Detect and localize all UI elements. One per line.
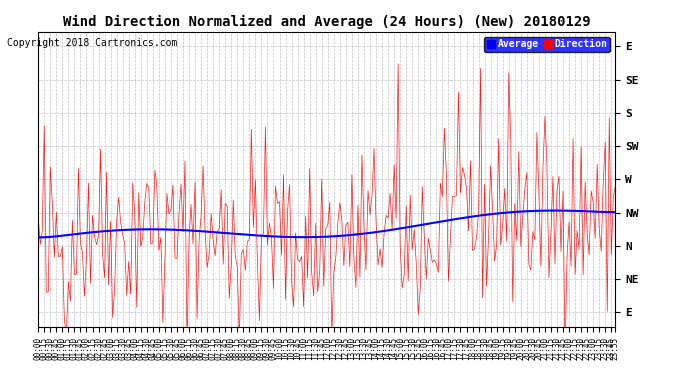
Legend: Average, Direction: Average, Direction bbox=[484, 37, 611, 52]
Title: Wind Direction Normalized and Average (24 Hours) (New) 20180129: Wind Direction Normalized and Average (2… bbox=[63, 15, 591, 29]
Text: Copyright 2018 Cartronics.com: Copyright 2018 Cartronics.com bbox=[7, 38, 177, 48]
